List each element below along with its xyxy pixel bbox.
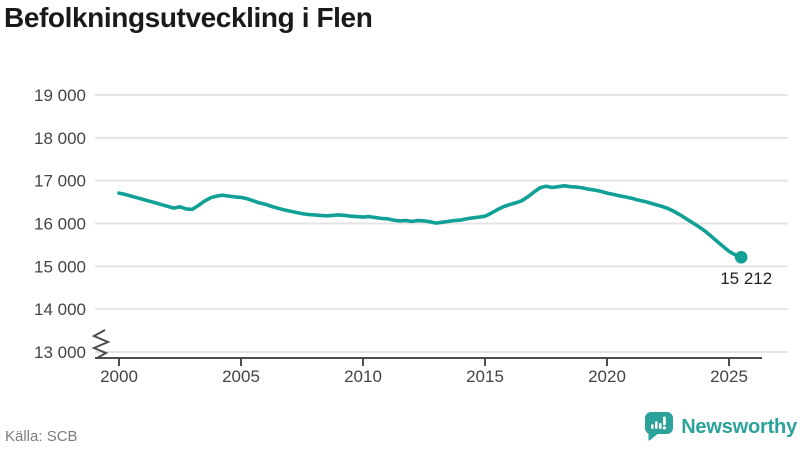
source-label: Källa: SCB bbox=[5, 428, 78, 445]
newsworthy-wordmark: Newsworthy bbox=[681, 415, 797, 438]
x-tick-label: 2000 bbox=[100, 367, 138, 386]
newsworthy-logo[interactable]: Newsworthy bbox=[644, 411, 797, 443]
y-tick-label: 15 000 bbox=[34, 257, 86, 276]
last-point-marker bbox=[734, 250, 748, 264]
chart-title: Befolkningsutveckling i Flen bbox=[4, 2, 373, 33]
y-tick-label: 19 000 bbox=[34, 86, 86, 105]
y-tick-label: 18 000 bbox=[34, 129, 86, 148]
x-tick-label: 2015 bbox=[466, 367, 504, 386]
y-tick-label: 14 000 bbox=[34, 300, 86, 319]
axis-break-icon bbox=[91, 329, 111, 359]
x-tick-label: 2005 bbox=[222, 367, 260, 386]
x-tick-label: 2025 bbox=[710, 367, 748, 386]
y-tick-label: 16 000 bbox=[34, 215, 86, 234]
population-line bbox=[117, 184, 744, 260]
x-tick-label: 2010 bbox=[344, 367, 382, 386]
last-value-label: 15 212 bbox=[720, 269, 772, 288]
x-tick-label: 2020 bbox=[588, 367, 626, 386]
newsworthy-bubble-chart-icon bbox=[645, 412, 674, 441]
y-tick-label: 17 000 bbox=[34, 172, 86, 191]
y-tick-label: 13 000 bbox=[34, 343, 86, 362]
